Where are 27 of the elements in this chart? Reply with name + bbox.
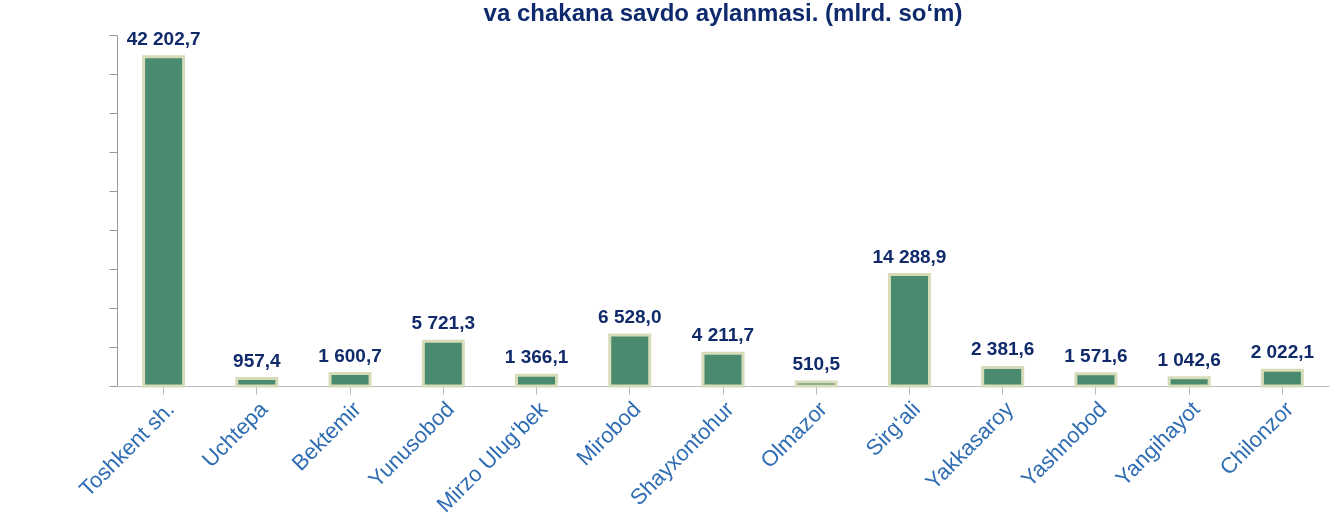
bar [608,333,652,388]
data-label: 957,4 [233,349,282,371]
data-label: 510,5 [792,353,841,375]
data-label: 6 528,0 [598,306,662,328]
data-label: 1 366,1 [504,346,569,368]
data-label: 14 288,9 [872,245,947,267]
data-label: 1 600,7 [318,344,382,366]
bar [1074,372,1118,388]
bar [235,377,279,388]
data-label: 2 381,6 [970,338,1035,360]
data-label: 42 202,7 [126,27,201,49]
chart-title: va chakana savdo aylanmasi. (mlrd. so‘m) [483,0,963,26]
bar [515,373,559,388]
data-label: 2 022,1 [1250,341,1315,363]
data-label: 4 211,7 [691,324,755,346]
bar [887,273,931,388]
data-label: 5 721,3 [411,312,476,334]
bar [1167,376,1211,388]
bar [794,380,838,388]
bar [1260,368,1304,388]
bar [701,351,745,388]
data-label: 1 042,6 [1157,348,1221,370]
data-label: 1 571,6 [1064,344,1128,366]
bar [328,372,372,388]
bar [142,55,186,388]
bar [981,365,1025,388]
bar [421,339,465,388]
